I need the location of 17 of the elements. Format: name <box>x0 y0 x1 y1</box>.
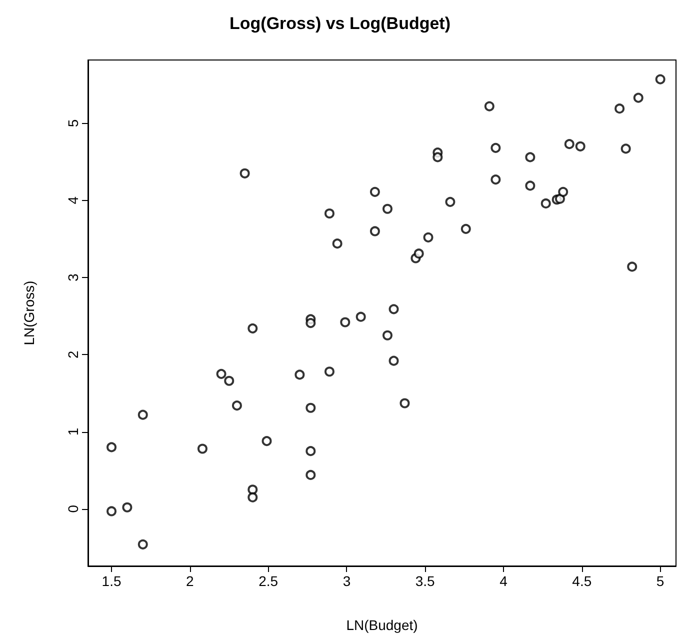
x-tick-label: 2 <box>186 573 194 589</box>
x-axis-title: LN(Budget) <box>346 617 418 633</box>
y-tick-label: 3 <box>65 273 81 282</box>
y-tick-label: 1 <box>65 428 81 436</box>
chart-title: Log(Gross) vs Log(Budget) <box>230 14 450 33</box>
x-tick-label: 2.5 <box>258 573 278 589</box>
y-tick-label: 0 <box>65 504 81 513</box>
y-tick-label: 4 <box>65 196 81 204</box>
y-tick-label: 2 <box>65 350 81 359</box>
x-tick-label: 1.5 <box>102 573 122 589</box>
y-tick-label: 5 <box>65 119 81 128</box>
x-tick-label: 3.5 <box>415 573 436 589</box>
y-axis-title: LN(Gross) <box>21 280 37 346</box>
x-tick-label: 3 <box>342 573 351 589</box>
x-tick-label: 4 <box>500 573 508 589</box>
x-tick-label: 5 <box>656 573 664 589</box>
x-tick-label: 4.5 <box>572 573 592 589</box>
